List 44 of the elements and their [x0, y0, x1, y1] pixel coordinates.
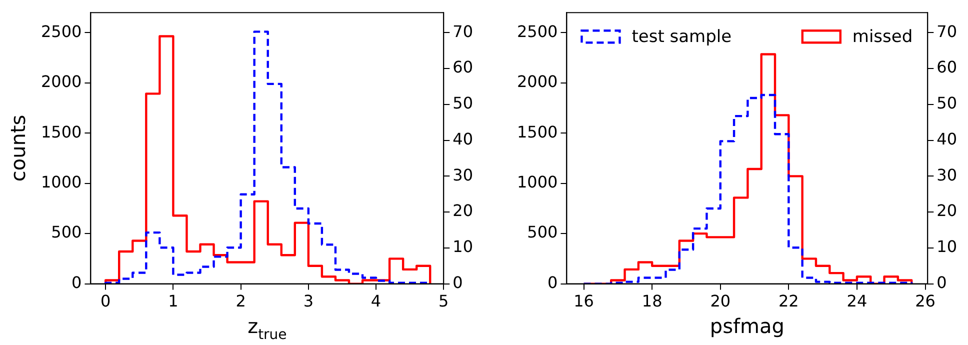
y2-tick-label: 50 — [452, 94, 473, 113]
legend-label: missed — [852, 27, 913, 48]
y2-tick-label: 10 — [936, 237, 957, 256]
x-tick-label: 3 — [303, 292, 314, 311]
y-tick-label: 2000 — [517, 72, 558, 92]
y-tick-label: 500 — [527, 222, 558, 242]
y2-tick-label: 60 — [452, 58, 473, 77]
y2-tick-label: 70 — [936, 22, 957, 41]
y2-tick-label: 40 — [452, 129, 473, 148]
x-tick-label: 18 — [642, 292, 662, 311]
y-tick-label: 0 — [548, 272, 558, 292]
y-tick-label: 2500 — [41, 22, 82, 41]
y2-tick-label: 30 — [452, 165, 473, 184]
x-tick-label: 1 — [168, 292, 178, 311]
y2-tick-label: 60 — [936, 58, 957, 77]
y-tick-label: 1500 — [41, 122, 82, 142]
x-tick-label: 2 — [236, 292, 246, 311]
y-tick-label: 1000 — [517, 172, 558, 192]
y-tick-label: 2500 — [517, 22, 558, 41]
x-tick-label: 22 — [778, 292, 799, 311]
y2-tick-label: 0 — [936, 272, 947, 292]
y-tick-label: 500 — [51, 222, 82, 242]
legend-label: test sample — [632, 27, 732, 48]
y2-tick-label: 20 — [936, 201, 957, 220]
x-tick-label: 20 — [710, 292, 731, 311]
x-tick-label: 16 — [574, 292, 594, 311]
y-axis-title: counts — [6, 114, 30, 182]
x-axis-title: psfmag — [710, 314, 784, 338]
y2-tick-label: 70 — [452, 22, 473, 41]
y2-tick-label: 40 — [936, 129, 957, 148]
x-tick-label: 26 — [915, 292, 936, 311]
x-tick-label: 0 — [100, 292, 111, 311]
y-tick-label: 2000 — [41, 72, 82, 92]
y-tick-label: 1500 — [517, 122, 558, 142]
y-tick-label: 1000 — [41, 172, 82, 192]
x-tick-label: 24 — [846, 292, 868, 311]
y2-tick-label: 30 — [936, 165, 957, 184]
y2-tick-label: 50 — [936, 94, 957, 113]
y2-tick-label: 10 — [452, 237, 473, 256]
x-tick-label: 5 — [438, 292, 449, 311]
y2-tick-label: 0 — [452, 272, 463, 292]
y-tick-label: 0 — [72, 272, 82, 292]
x-tick-label: 4 — [370, 292, 382, 311]
y2-tick-label: 20 — [452, 201, 473, 220]
